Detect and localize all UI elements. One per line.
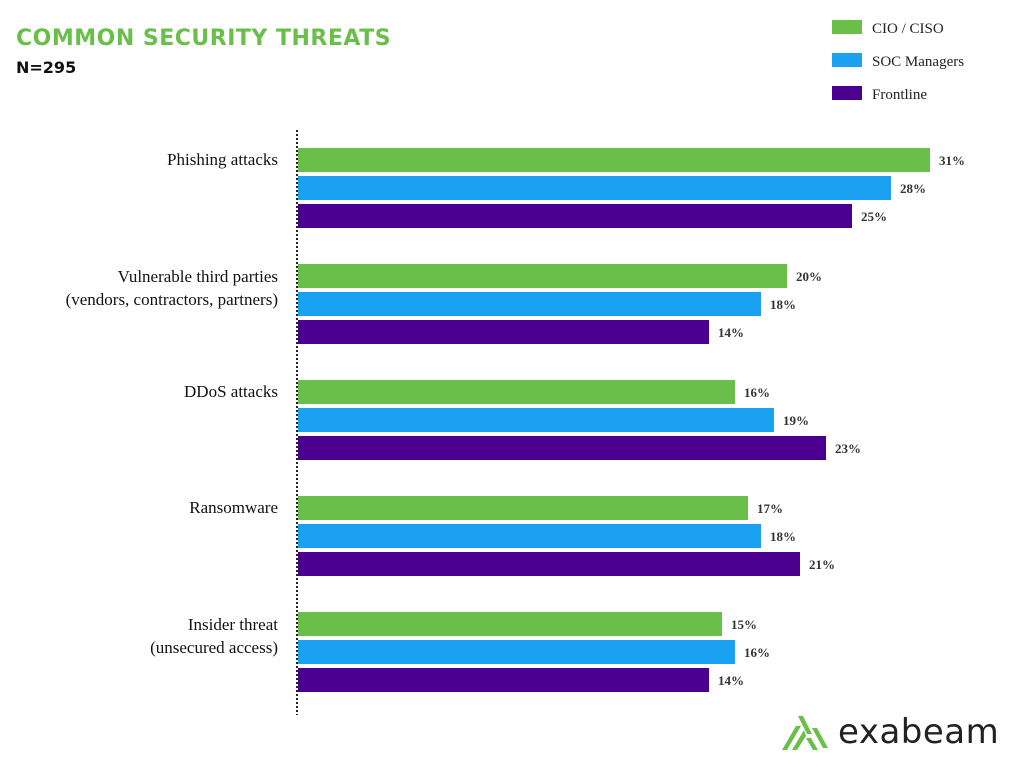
category-label: Insider threat: [188, 615, 278, 634]
data-label: 15%: [731, 617, 757, 632]
bar: [298, 436, 826, 460]
category-label: (unsecured access): [150, 638, 278, 657]
bar: [298, 640, 735, 664]
legend-label: CIO / CISO: [872, 21, 944, 37]
legend-swatch: [832, 86, 862, 100]
bar: [298, 408, 774, 432]
chart-title: COMMON SECURITY THREATS: [16, 26, 392, 51]
data-label: 23%: [835, 441, 861, 456]
bar: [298, 148, 930, 172]
data-label: 21%: [809, 557, 835, 572]
data-label: 25%: [861, 209, 887, 224]
legend-swatch: [832, 53, 862, 67]
data-label: 20%: [796, 269, 822, 284]
bar: [298, 292, 761, 316]
category-label: Vulnerable third parties: [118, 267, 278, 286]
legend-label: Frontline: [872, 87, 927, 103]
bar: [298, 524, 761, 548]
data-label: 14%: [718, 325, 744, 340]
data-label: 19%: [783, 413, 809, 428]
chart-subtitle: N=295: [16, 58, 77, 77]
exabeam-logo-icon: [782, 716, 828, 750]
category-label: Ransomware: [189, 498, 278, 517]
category-label: Phishing attacks: [167, 150, 278, 169]
data-label: 31%: [939, 153, 965, 168]
category-label: (vendors, contractors, partners): [66, 290, 278, 309]
data-label: 17%: [757, 501, 783, 516]
bar: [298, 320, 709, 344]
bar: [298, 264, 787, 288]
legend-swatch: [832, 20, 862, 34]
bar: [298, 380, 735, 404]
data-label: 28%: [900, 181, 926, 196]
data-label: 18%: [770, 297, 796, 312]
bar: [298, 204, 852, 228]
bar: [298, 612, 722, 636]
category-label: DDoS attacks: [184, 382, 278, 401]
data-label: 14%: [718, 673, 744, 688]
bar: [298, 496, 748, 520]
bar: [298, 552, 800, 576]
exabeam-logo: exabeam: [782, 712, 999, 752]
data-label: 16%: [744, 645, 770, 660]
logo-text: exabeam: [838, 712, 1000, 752]
legend-label: SOC Managers: [872, 54, 964, 70]
bar: [298, 176, 891, 200]
data-label: 18%: [770, 529, 796, 544]
bar: [298, 668, 709, 692]
data-label: 16%: [744, 385, 770, 400]
